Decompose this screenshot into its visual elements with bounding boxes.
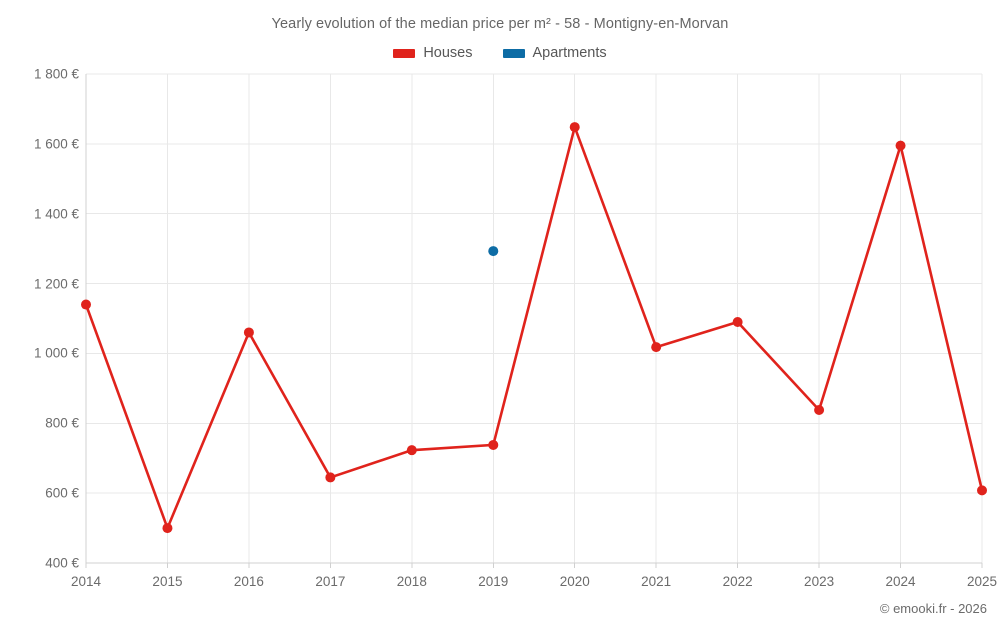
legend-label-houses: Houses: [423, 45, 473, 61]
x-axis-tick-label: 2022: [722, 574, 753, 589]
x-axis-tick-label: 2014: [70, 574, 102, 589]
y-axis-tick-label: 1 800 €: [33, 66, 79, 82]
y-axis-tick-label: 1 400 €: [33, 206, 79, 222]
data-point[interactable]: [325, 472, 336, 483]
data-point[interactable]: [732, 316, 743, 327]
data-point[interactable]: [488, 246, 499, 257]
x-axis-tick-label: 2023: [804, 574, 835, 589]
x-axis-tick-label: 2017: [315, 574, 346, 589]
x-axis-tick-label: 2021: [641, 574, 672, 589]
x-axis-tick-label: 2019: [478, 574, 509, 589]
axis-lines: [85, 74, 983, 568]
data-point[interactable]: [569, 122, 580, 133]
data-series-layer: [81, 122, 987, 534]
chart-legend: Houses Apartments: [0, 45, 1000, 61]
legend-swatch-houses: [393, 48, 416, 58]
data-point[interactable]: [814, 405, 825, 416]
y-axis-tick-labels: 400 € 600 € 800 € 1 000 € 1 200 € 1 400 € 1 60…: [0, 0, 79, 625]
legend-label-apartments: Apartments: [532, 45, 607, 61]
x-axis-tick-label: 2018: [396, 574, 427, 589]
data-point[interactable]: [488, 439, 499, 450]
data-point[interactable]: [406, 445, 417, 456]
legend-swatch-apartments: [502, 48, 525, 58]
series-line: [84, 122, 984, 532]
y-axis-tick-label: 1 600 €: [33, 136, 79, 152]
y-axis-tick-label: 600 €: [45, 485, 79, 501]
chart-title: Yearly evolution of the median price per…: [271, 16, 729, 32]
series-houses: [81, 122, 987, 534]
legend-item-apartments[interactable]: Apartments: [502, 45, 607, 61]
data-point[interactable]: [895, 140, 906, 151]
data-point[interactable]: [81, 299, 91, 310]
data-point[interactable]: [977, 485, 987, 496]
y-axis-tick-label: 800 €: [45, 415, 79, 431]
y-axis-tick-label: 400 €: [45, 555, 79, 571]
y-axis-tick-label: 1 200 €: [33, 276, 79, 292]
series-apartments: [488, 246, 499, 257]
y-axis-tick-label: 1 000 €: [33, 345, 79, 361]
data-point[interactable]: [651, 342, 662, 353]
x-axis-tick-label: 2024: [885, 574, 916, 589]
data-point[interactable]: [243, 327, 254, 338]
x-axis-tick-label: 2016: [233, 574, 264, 589]
x-axis-tick-label: 2015: [152, 574, 183, 589]
data-point[interactable]: [162, 523, 173, 534]
credit-text: © emooki.fr - 2026: [879, 601, 987, 616]
x-axis-tick-label: 2025: [966, 574, 998, 589]
x-axis-tick-label: 2020: [559, 574, 590, 589]
legend-item-houses[interactable]: Houses: [393, 45, 473, 61]
